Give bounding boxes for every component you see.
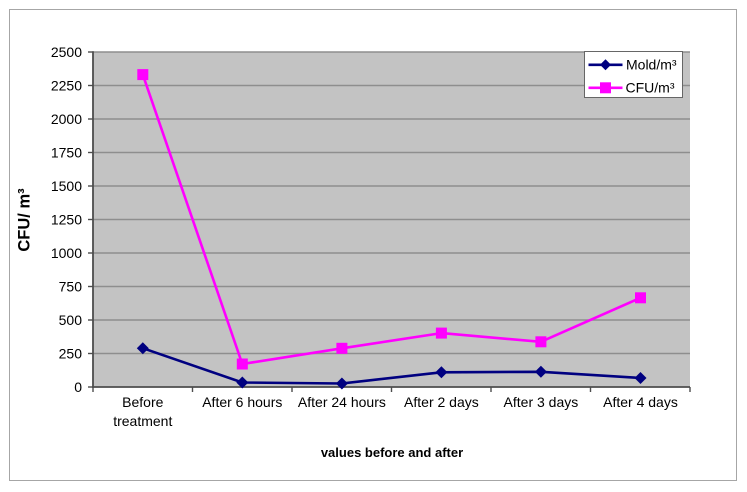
svg-text:After 6 hours: After 6 hours (202, 394, 282, 410)
svg-text:750: 750 (59, 279, 83, 295)
svg-text:values before and after: values before and after (321, 445, 463, 460)
svg-text:After 24 hours: After 24 hours (298, 394, 386, 410)
svg-text:0: 0 (74, 379, 82, 395)
svg-text:CFU/m³: CFU/m³ (626, 80, 675, 96)
svg-text:1500: 1500 (51, 178, 82, 194)
svg-text:2000: 2000 (51, 111, 82, 127)
svg-text:1750: 1750 (51, 145, 82, 161)
svg-text:Mold/m³: Mold/m³ (626, 57, 677, 73)
svg-text:2500: 2500 (51, 44, 82, 60)
svg-text:1250: 1250 (51, 212, 82, 228)
svg-text:CFU/ m³: CFU/ m³ (16, 188, 34, 252)
svg-text:After 2 days: After 2 days (404, 394, 479, 410)
svg-text:500: 500 (59, 312, 83, 328)
svg-text:Before: Before (122, 394, 163, 410)
svg-text:After 4 days: After 4 days (603, 394, 678, 410)
svg-text:250: 250 (59, 346, 83, 362)
svg-text:After 3 days: After 3 days (504, 394, 579, 410)
svg-text:treatment: treatment (113, 413, 172, 429)
svg-text:1000: 1000 (51, 245, 82, 261)
svg-text:2250: 2250 (51, 78, 82, 94)
